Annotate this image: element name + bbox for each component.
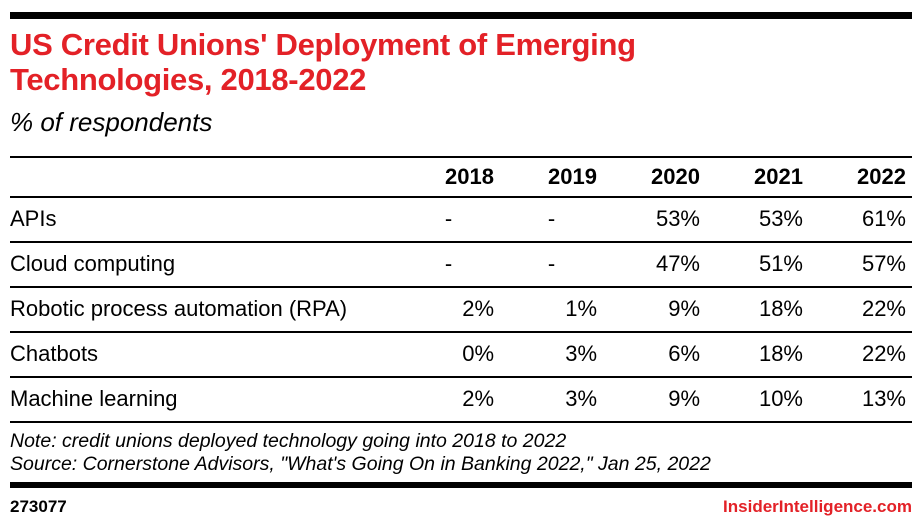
value-cell: 47%	[655, 251, 700, 277]
value-cell: 22%	[861, 296, 906, 322]
column-header-2022: 2022	[857, 163, 906, 189]
bottom-divider	[10, 482, 912, 489]
value-cell: 18%	[758, 341, 803, 367]
footer: 273077 InsiderIntelligence.com	[10, 497, 912, 517]
value-cell: 9%	[668, 386, 700, 412]
value-cell: 9%	[668, 296, 700, 322]
value-cell: 3%	[565, 386, 597, 412]
value-cell: 53%	[655, 206, 700, 232]
row-label: Cloud computing	[10, 251, 176, 277]
corner-cell	[10, 157, 397, 197]
table-row: APIs - - 53% 53% 61%	[10, 197, 912, 242]
table-row: Cloud computing - - 47% 51% 57%	[10, 242, 912, 287]
value-cell: 0%	[462, 341, 494, 367]
value-cell: 57%	[861, 251, 906, 277]
value-cell: 3%	[565, 341, 597, 367]
row-label: Robotic process automation (RPA)	[10, 296, 348, 322]
value-cell: 51%	[758, 251, 803, 277]
column-header-2020: 2020	[651, 163, 700, 189]
value-cell: 1%	[565, 296, 597, 322]
value-cell: 53%	[758, 206, 803, 232]
chart-subtitle: % of respondents	[10, 106, 213, 137]
value-cell: -	[444, 206, 453, 232]
top-divider	[10, 12, 912, 19]
value-cell: 61%	[861, 206, 906, 232]
table-row: Machine learning 2% 3% 9% 10% 13%	[10, 377, 912, 422]
value-cell: 6%	[668, 341, 700, 367]
table-row: Robotic process automation (RPA) 2% 1% 9…	[10, 287, 912, 332]
column-header-2018: 2018	[445, 163, 494, 189]
value-cell: -	[444, 251, 453, 277]
row-label: Chatbots	[10, 341, 99, 367]
value-cell: 22%	[861, 341, 906, 367]
value-cell: 13%	[861, 386, 906, 412]
source-text: Source: Cornerstone Advisors, "What's Go…	[10, 453, 711, 476]
value-cell: 18%	[758, 296, 803, 322]
brand-text: InsiderIntelligence.com	[723, 497, 912, 517]
table-row: Chatbots 0% 3% 6% 18% 22%	[10, 332, 912, 377]
value-cell: -	[547, 206, 556, 232]
row-label: APIs	[10, 206, 57, 232]
value-cell: -	[547, 251, 556, 277]
value-cell: 2%	[462, 386, 494, 412]
column-header-2021: 2021	[754, 163, 803, 189]
chart-id: 273077	[10, 497, 67, 517]
chart-title: US Credit Unions' Deployment of Emerging…	[10, 27, 636, 98]
value-cell: 2%	[462, 296, 494, 322]
row-label: Machine learning	[10, 386, 178, 412]
column-header-2019: 2019	[548, 163, 597, 189]
data-table: 2018 2019 2020 2021 2022 APIs - - 53% 53…	[10, 155, 912, 423]
value-cell: 10%	[758, 386, 803, 412]
note-text: Note: credit unions deployed technology …	[10, 429, 567, 452]
header-row: 2018 2019 2020 2021 2022	[10, 157, 912, 197]
